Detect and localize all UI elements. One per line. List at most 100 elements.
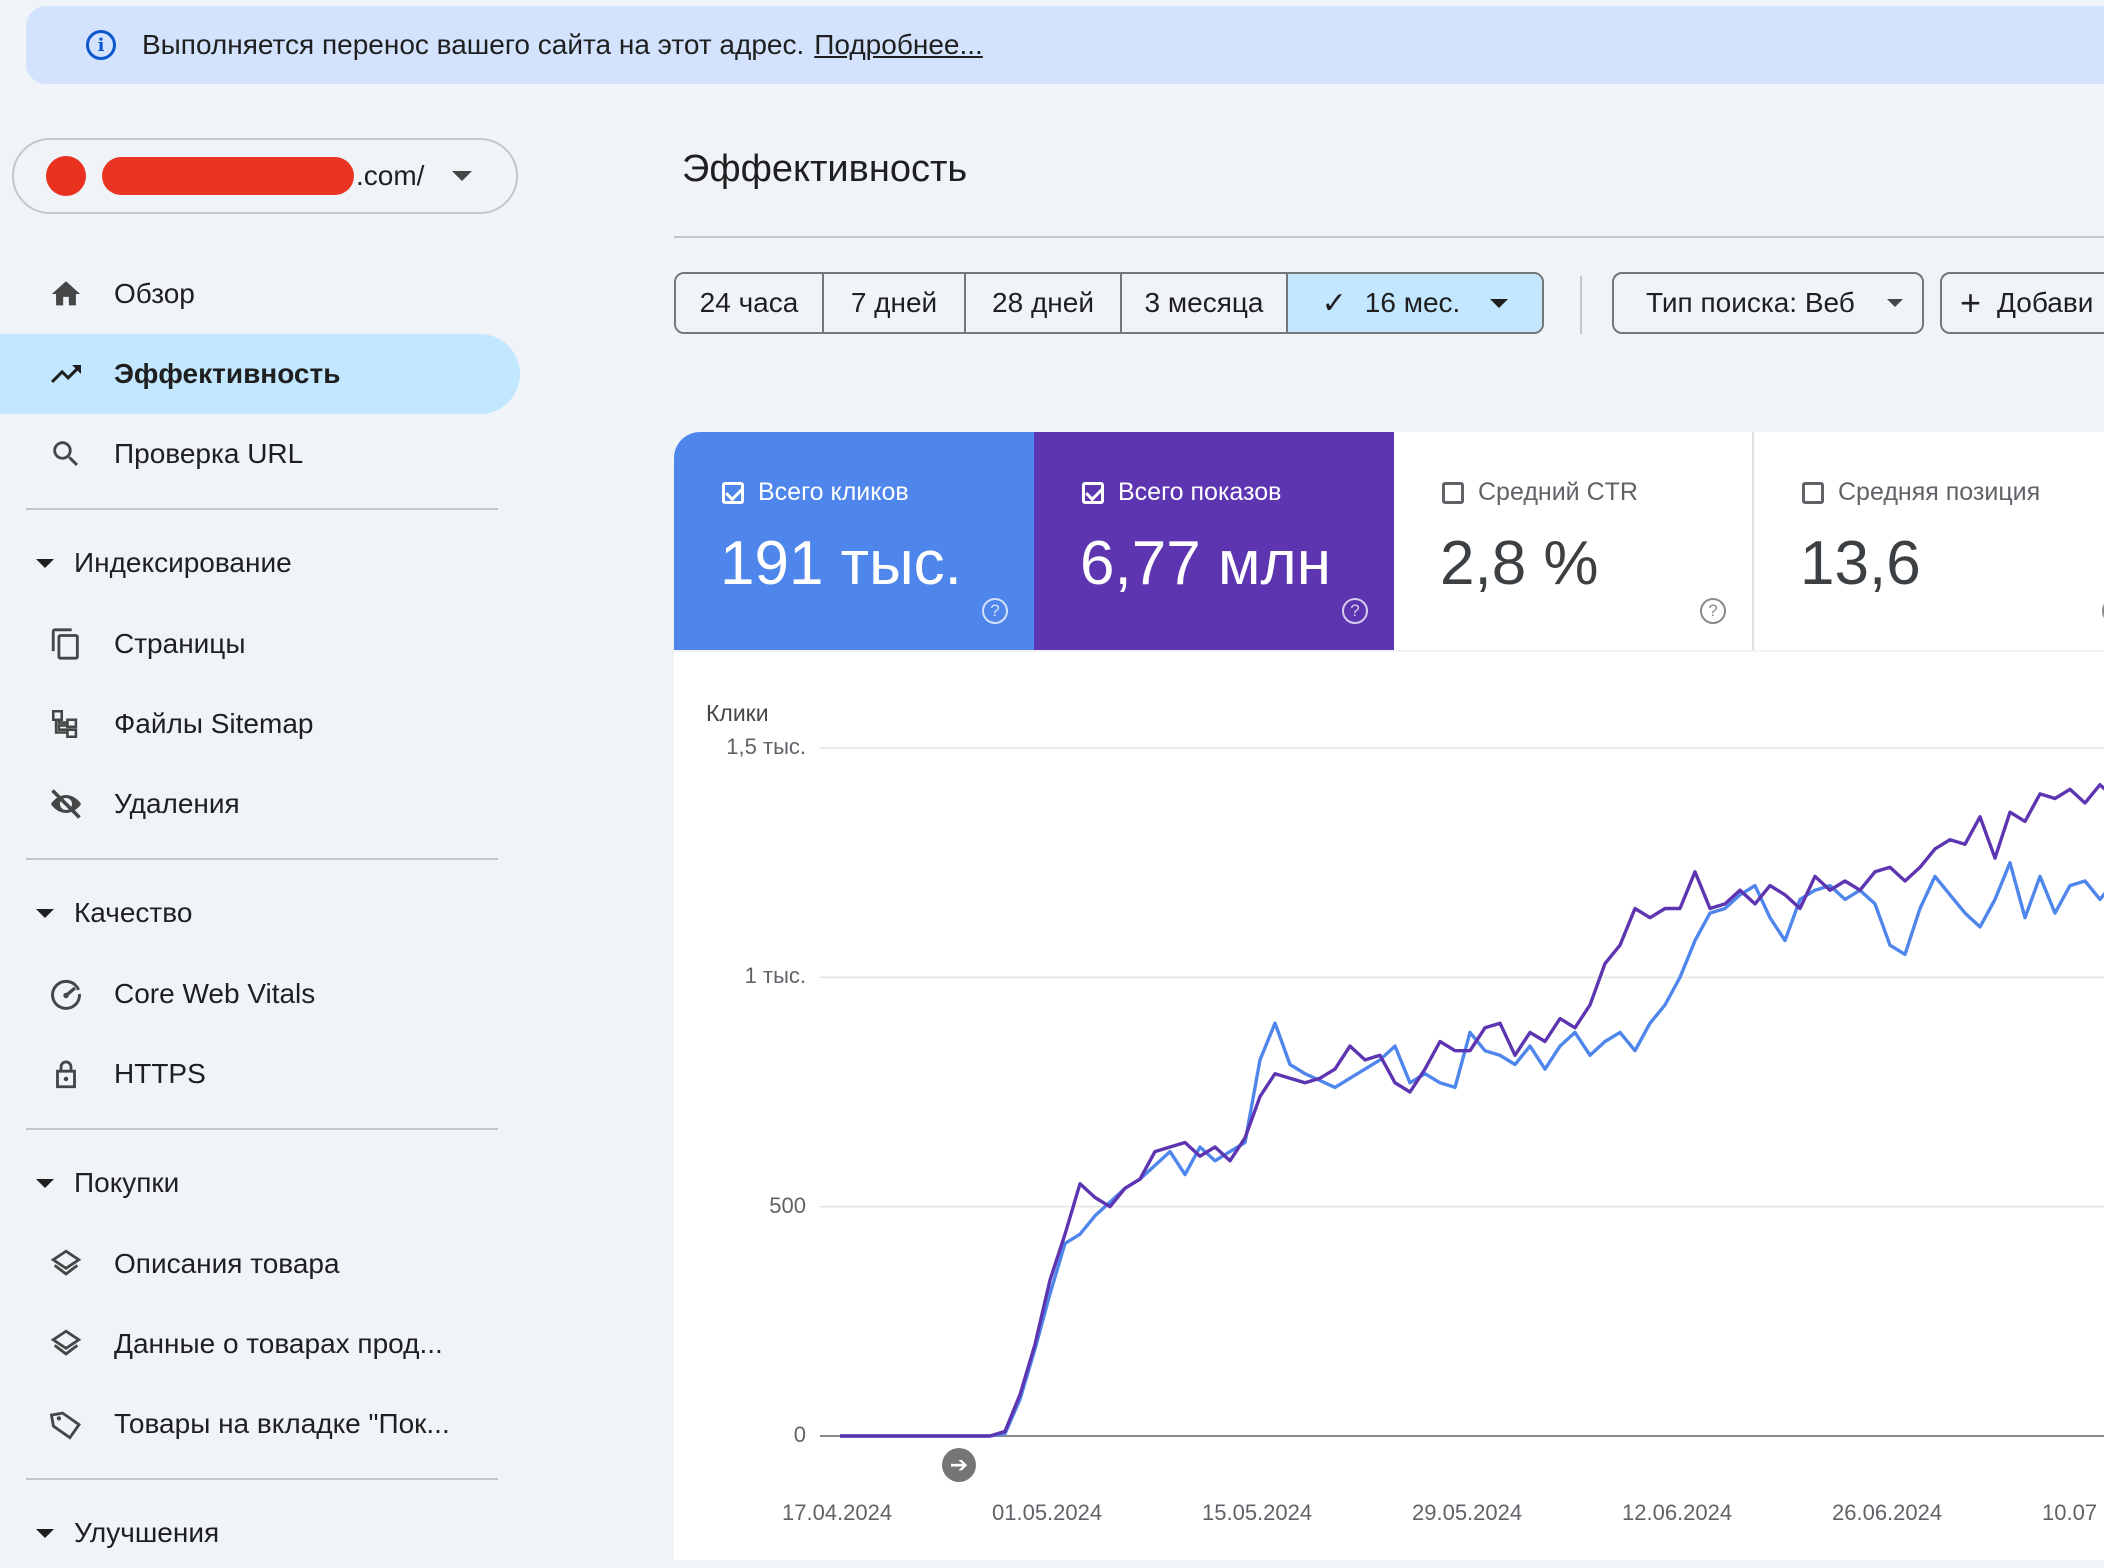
range-24h[interactable]: 24 часа bbox=[676, 274, 824, 332]
metric-value: 191 тыс. bbox=[720, 529, 962, 598]
sidebar-item-removals[interactable]: Удаления bbox=[0, 764, 520, 844]
caret-down-icon bbox=[36, 908, 54, 918]
range-28d[interactable]: 28 дней bbox=[966, 274, 1122, 332]
sidebar-item-label: Товары на вкладке "Пок... bbox=[114, 1408, 450, 1439]
metric-value: 2,8 % bbox=[1440, 529, 1599, 598]
redacted-domain bbox=[102, 157, 354, 195]
x-tick-label: 01.05.2024 bbox=[992, 1500, 1103, 1525]
sidebar-item-core-web-vitals[interactable]: Core Web Vitals bbox=[0, 954, 520, 1034]
checkbox-checked-icon[interactable] bbox=[722, 481, 744, 504]
lock-icon bbox=[46, 1054, 86, 1094]
metric-label: Всего кликов bbox=[758, 478, 909, 506]
help-icon[interactable]: ? bbox=[982, 598, 1008, 624]
sidebar-item-merchant-listings[interactable]: Данные о товарах прод... bbox=[0, 1304, 520, 1384]
sidebar-item-product-snippets[interactable]: Описания товара bbox=[0, 1224, 520, 1304]
section-title: Покупки bbox=[74, 1167, 180, 1198]
x-tick-label: 26.06.2024 bbox=[1832, 1500, 1943, 1525]
range-3m[interactable]: 3 месяца bbox=[1122, 274, 1288, 332]
header-divider bbox=[674, 236, 2104, 238]
trending-up-icon bbox=[46, 354, 86, 394]
checkbox-unchecked-icon[interactable] bbox=[1802, 481, 1824, 504]
metric-value: 6,77 млн bbox=[1080, 529, 1331, 598]
y-axis-title: Клики bbox=[706, 700, 769, 726]
metric-card-ctr[interactable]: Средний CTR 2,8 % ? bbox=[1394, 432, 1754, 650]
section-indexing[interactable]: Индексирование bbox=[0, 528, 520, 598]
chart-canvas bbox=[820, 747, 2104, 1438]
page-title: Эффективность bbox=[682, 148, 968, 190]
sitemap-icon bbox=[46, 704, 86, 744]
sidebar-item-sitemaps[interactable]: Файлы Sitemap bbox=[0, 684, 520, 764]
section-shopping[interactable]: Покупки bbox=[0, 1148, 520, 1218]
metric-label: Всего показов bbox=[1118, 478, 1282, 506]
tag-icon bbox=[46, 1404, 86, 1444]
metric-card-impressions[interactable]: Всего показов 6,77 млн ? bbox=[1034, 432, 1394, 650]
sidebar-item-label: Проверка URL bbox=[114, 438, 304, 469]
section-title: Индексирование bbox=[74, 547, 292, 578]
home-icon bbox=[46, 274, 86, 314]
checkbox-unchecked-icon[interactable] bbox=[1442, 481, 1464, 504]
add-filter-button[interactable]: + Добави bbox=[1940, 272, 2104, 334]
section-title: Качество bbox=[74, 897, 193, 928]
sidebar-item-label: Данные о товарах прод... bbox=[114, 1328, 443, 1359]
chevron-down-icon bbox=[452, 171, 473, 181]
range-label: 28 дней bbox=[992, 287, 1094, 318]
site-favicon bbox=[46, 156, 86, 196]
date-range-selector: 24 часа 7 дней 28 дней 3 месяца ✓ 16 мес… bbox=[674, 272, 1544, 334]
range-label: 24 часа bbox=[699, 287, 799, 318]
help-icon[interactable]: ? bbox=[1700, 598, 1726, 624]
help-icon[interactable]: ? bbox=[1342, 598, 1368, 624]
sidebar-divider bbox=[26, 858, 498, 860]
caret-down-icon bbox=[36, 1528, 54, 1538]
sidebar-item-pages[interactable]: Страницы bbox=[0, 604, 520, 684]
chevron-down-icon bbox=[1886, 299, 1903, 307]
sidebar-item-label: Core Web Vitals bbox=[114, 978, 316, 1009]
search-type-filter[interactable]: Тип поиска: Веб bbox=[1612, 272, 1924, 334]
caret-down-icon bbox=[36, 1178, 54, 1188]
migration-banner: i Выполняется перенос вашего сайта на эт… bbox=[26, 6, 2104, 84]
metric-card-clicks[interactable]: Всего кликов 191 тыс. ? bbox=[674, 432, 1034, 650]
sidebar-divider bbox=[26, 508, 498, 510]
sidebar-item-performance[interactable]: Эффективность bbox=[0, 334, 520, 414]
pages-icon bbox=[46, 624, 86, 664]
metric-value: 13,6 bbox=[1800, 529, 1921, 598]
metric-card-position[interactable]: Средняя позиция 13,6 ? bbox=[1754, 432, 2104, 650]
property-domain: .com/ bbox=[356, 160, 425, 191]
range-16m[interactable]: ✓ 16 мес. bbox=[1288, 274, 1542, 332]
range-label: 3 месяца bbox=[1144, 287, 1264, 318]
performance-chart: Клики ➔ 1,5 тыс. 1 тыс. 500 0 17.04.2024 01.0… bbox=[674, 652, 2104, 1560]
check-icon: ✓ bbox=[1321, 286, 1347, 320]
sidebar-item-url-inspection[interactable]: Проверка URL bbox=[0, 414, 520, 494]
section-quality[interactable]: Качество bbox=[0, 878, 520, 948]
sidebar-item-label: Описания товара bbox=[114, 1248, 340, 1279]
x-tick-label: 15.05.2024 bbox=[1202, 1500, 1313, 1525]
layers-icon bbox=[46, 1244, 86, 1284]
sidebar-item-overview[interactable]: Обзор bbox=[0, 254, 520, 334]
annotation-marker-icon[interactable]: ➔ bbox=[942, 1448, 976, 1482]
sidebar-item-shopping-tab[interactable]: Товары на вкладке "Пок... bbox=[0, 1384, 520, 1464]
banner-more-link[interactable]: Подробнее... bbox=[814, 29, 983, 60]
checkbox-checked-icon[interactable] bbox=[1082, 481, 1104, 504]
sidebar-divider bbox=[26, 1128, 498, 1130]
caret-down-icon bbox=[36, 558, 54, 568]
property-selector[interactable]: .com/ bbox=[12, 138, 518, 214]
sidebar-item-label: HTTPS bbox=[114, 1058, 206, 1089]
banner-message: Выполняется перенос вашего сайта на этот… bbox=[142, 29, 805, 60]
sidebar-item-label: Эффективность bbox=[114, 358, 341, 389]
section-enhancements[interactable]: Улучшения bbox=[0, 1498, 520, 1568]
search-icon bbox=[46, 434, 86, 474]
gauge-icon bbox=[46, 974, 86, 1014]
range-7d[interactable]: 7 дней bbox=[824, 274, 966, 332]
plus-icon: + bbox=[1960, 282, 1982, 323]
x-tick-label: 29.05.2024 bbox=[1412, 1500, 1523, 1525]
sidebar-item-label: Файлы Sitemap bbox=[114, 708, 314, 739]
layers-icon bbox=[46, 1324, 86, 1364]
info-icon: i bbox=[86, 30, 116, 60]
sidebar-item-label: Страницы bbox=[114, 628, 246, 659]
section-title: Улучшения bbox=[74, 1517, 220, 1548]
y-tick-label: 1 тыс. bbox=[744, 963, 806, 989]
sidebar-item-https[interactable]: HTTPS bbox=[0, 1034, 520, 1114]
search-type-label: Тип поиска: Веб bbox=[1646, 287, 1855, 318]
series-line-1 bbox=[840, 782, 2104, 1438]
sidebar-item-label: Обзор bbox=[114, 278, 195, 309]
toolbar-separator bbox=[1580, 276, 1582, 334]
